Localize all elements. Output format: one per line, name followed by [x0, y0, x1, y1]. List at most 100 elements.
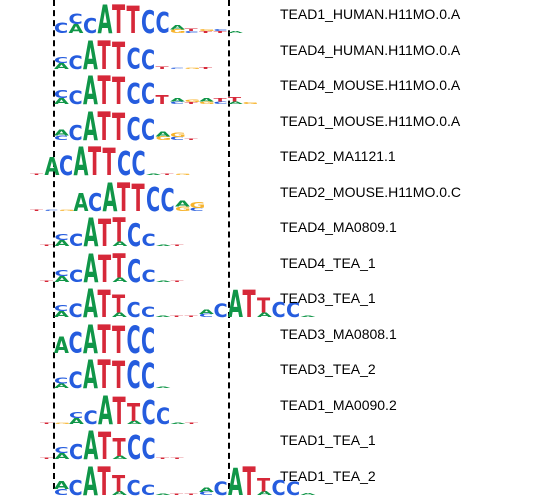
logo-letter-c: C: [127, 476, 141, 497]
sequence-logo: T AC C A T AT C C A T: [40, 210, 185, 256]
logo-letter-t: T: [185, 316, 199, 318]
logo-letter-c: C: [286, 298, 300, 322]
logo-letter-c: C: [45, 209, 59, 210]
motif-name-label: TEAD4_TEA_1: [280, 254, 376, 271]
logo-letter-t: T: [112, 354, 125, 397]
logo-letter-t: T: [112, 35, 125, 78]
logo-letter-a: A: [199, 309, 214, 316]
logo-letter-a: A: [55, 452, 71, 461]
logo-letter-c: C: [69, 231, 83, 250]
logo-letter-c: C: [69, 368, 83, 394]
logo-letter-c: C: [127, 77, 141, 111]
logo-letter-t: T: [156, 66, 170, 70]
logo-letter-a: A: [84, 423, 99, 469]
logo-letter-c: C: [54, 20, 68, 37]
logo-letter-c: C: [54, 89, 68, 101]
logo-letter-c: C: [55, 233, 69, 242]
logo-letter-t: T: [185, 422, 199, 423]
logo-letter-a: A: [69, 22, 84, 36]
logo-letter-c: C: [214, 29, 228, 32]
logo-letter-a: A: [98, 0, 113, 43]
logo-letter-t: T: [243, 283, 256, 326]
logo-letter-a: A: [83, 33, 98, 79]
motif-row: T G A C C A T A T C C A T TEAD1_MA0090.2: [0, 388, 544, 434]
motif-row: C A C A T A T C C A T T C A C A T A T C C A TEAD1_TEA_2: [0, 459, 544, 497]
logo-letter-g: G: [185, 67, 201, 69]
logo-letter-c: C: [146, 181, 160, 219]
logo-letter-c: C: [127, 41, 141, 75]
logo-letter-a: A: [98, 388, 113, 434]
logo-letter-t: T: [98, 212, 111, 255]
logo-letter-t: T: [98, 283, 111, 326]
logo-letter-a: A: [54, 61, 70, 70]
logo-letter-a: A: [156, 129, 172, 138]
sequence-logo: T AC C A T AT C C T T: [40, 423, 185, 469]
logo-letter-a: A: [301, 315, 316, 317]
logo-letter-c: C: [54, 376, 68, 385]
motif-name-label: TEAD3_TEA_2: [280, 361, 376, 377]
logo-letter-a: A: [112, 312, 127, 319]
motif-name-label: TEAD3_MA0808.1: [280, 325, 397, 342]
logo-letter-t: T: [170, 493, 184, 495]
motif-name-label: TEAD1_TEA_1: [280, 432, 376, 448]
logo-letter-a: A: [170, 98, 185, 103]
logo-letter-c: C: [170, 101, 184, 105]
logo-letter-t: T: [98, 33, 111, 79]
logo-letter-t: T: [171, 280, 185, 281]
logo-letter-a: A: [228, 101, 243, 105]
logo-letter-t: T: [156, 458, 170, 460]
logo-letter-a: A: [113, 455, 128, 460]
logo-letter-t: T: [199, 66, 213, 69]
logo-letter-t: T: [113, 248, 127, 286]
logo-letter-c: C: [214, 478, 228, 497]
logo-letter-a: A: [54, 97, 70, 106]
logo-letter-t: T: [117, 175, 130, 221]
logo-letter-c: C: [142, 231, 156, 250]
motif-row: T C G A C A T T C C G A C G TEAD2_MOUSE.H11MO.0.C: [0, 175, 544, 221]
logo-letter-t: T: [112, 0, 125, 43]
logo-letter-a: A: [74, 188, 90, 217]
logo-letter-t: T: [112, 106, 125, 149]
logo-letter-c: C: [69, 325, 83, 359]
sequence-logo: AC C A T T C C T C GT: [54, 33, 213, 79]
motif-name-label: TEAD4_MOUSE.H11MO.0.A: [280, 77, 461, 93]
logo-letter-t: T: [98, 317, 111, 363]
motif-name-label: TEAD2_MOUSE.H11MO.0.C: [280, 183, 462, 200]
logo-letter-a: A: [127, 420, 142, 425]
logo-letter-a: A: [199, 486, 214, 493]
logo-letter-t: T: [30, 174, 44, 175]
motif-name-label: TEAD2_MA1121.1: [280, 148, 396, 164]
logo-letter-t: T: [98, 425, 111, 468]
logo-letter-g: G: [199, 101, 215, 105]
logo-letter-c: C: [141, 320, 155, 361]
logo-letter-t: T: [112, 290, 125, 319]
motif-row: A C A T T C C TEAD3_MA0808.1: [0, 317, 544, 363]
logo-letter-t: T: [185, 102, 199, 105]
logo-letter-c: C: [54, 55, 68, 64]
logo-letter-c: C: [84, 407, 98, 429]
logo-letter-t: T: [132, 177, 145, 220]
logo-letter-t: T: [98, 459, 111, 497]
logo-letter-t: T: [156, 93, 169, 107]
logo-letter-a: A: [54, 310, 70, 319]
logo-letter-g: G: [156, 135, 172, 141]
logo-letter-g: G: [190, 200, 206, 209]
logo-letter-a: A: [54, 332, 70, 358]
logo-letter-a: A: [55, 274, 71, 283]
logo-letter-t: T: [40, 280, 54, 282]
logo-letter-t: T: [228, 96, 241, 103]
motif-row: T A C A T T C C A T G TEAD2_MA1121.1: [0, 139, 544, 185]
logo-letter-t: T: [112, 70, 125, 113]
logo-letter-c: C: [127, 354, 141, 397]
logo-letter-c: C: [156, 6, 170, 40]
logo-letter-a: A: [83, 317, 98, 363]
logo-letter-c: C: [127, 298, 141, 322]
alignment-guide-right: [228, 0, 230, 489]
motif-row: A C C A T A T C C A T T C A C A T A T C C A TEAD3_TEA_1: [0, 281, 544, 327]
logo-letter-c: C: [142, 432, 156, 466]
logo-letter-c: C: [185, 31, 199, 34]
logo-letter-g: G: [175, 205, 191, 212]
